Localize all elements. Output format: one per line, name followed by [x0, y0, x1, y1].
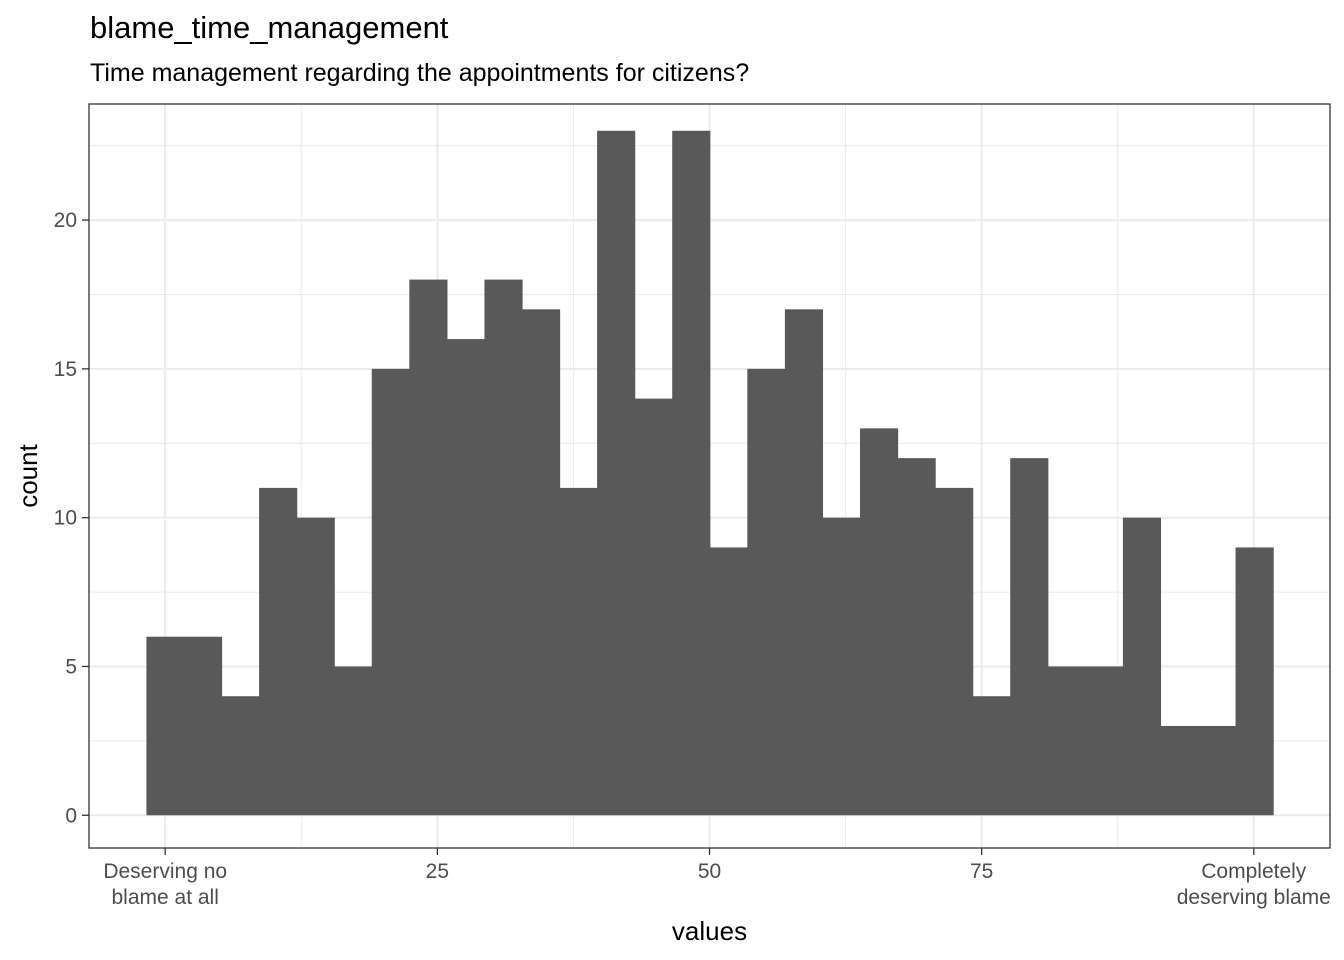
histogram-bar [822, 517, 861, 816]
histogram-bar [484, 279, 523, 816]
x-tick-label: Completely deserving blame [1177, 860, 1331, 909]
histogram-bar [1235, 547, 1274, 816]
histogram-bar [634, 398, 673, 816]
y-axis-title: count [13, 443, 43, 507]
histogram-bar [859, 428, 899, 816]
histogram-bar [409, 279, 448, 816]
x-tick-label: Deserving no blame at all [103, 860, 227, 909]
histogram-bar [935, 487, 974, 816]
histogram-bar [1085, 666, 1124, 816]
histogram-bar [259, 487, 298, 816]
histogram-bar [183, 636, 223, 816]
histogram-bar [1198, 725, 1237, 816]
histogram-bar [897, 458, 936, 816]
y-axis: 0 5 10 15 20 [54, 209, 89, 827]
histogram-bar [972, 696, 1011, 816]
histogram-bar [334, 666, 373, 816]
histogram-bar [521, 309, 561, 816]
y-tick-label: 20 [54, 209, 77, 232]
histogram-bar [747, 368, 786, 816]
x-tick-label: 75 [970, 860, 993, 883]
x-tick-label: 25 [426, 860, 449, 883]
histogram-bar [296, 517, 335, 816]
histogram-bar [221, 696, 260, 816]
y-tick-label: 5 [65, 655, 77, 678]
histogram-bar [709, 547, 748, 816]
histogram-bar [597, 130, 636, 816]
histogram-bar [784, 309, 824, 816]
histogram-bar [371, 368, 410, 816]
x-axis: Deserving no blame at all 25 50 75 Completely… [103, 848, 1331, 909]
chart-subtitle: Time management regarding the appointmen… [90, 59, 750, 87]
histogram-bar [1047, 666, 1086, 816]
x-axis-title: values [672, 916, 747, 946]
x-tick-label: 50 [698, 860, 721, 883]
histogram-bar [1122, 517, 1162, 816]
y-tick-label: 0 [65, 804, 77, 827]
histogram-bar [1160, 725, 1199, 816]
y-tick-label: 15 [54, 358, 77, 381]
histogram-bar [672, 130, 711, 816]
histogram-bar [1010, 458, 1049, 816]
chart-title: blame_time_management [90, 10, 449, 45]
bars [146, 130, 1274, 816]
histogram-bar [446, 339, 486, 816]
histogram-bar [559, 487, 598, 816]
histogram-bar [146, 636, 185, 816]
y-tick-label: 10 [54, 507, 77, 530]
